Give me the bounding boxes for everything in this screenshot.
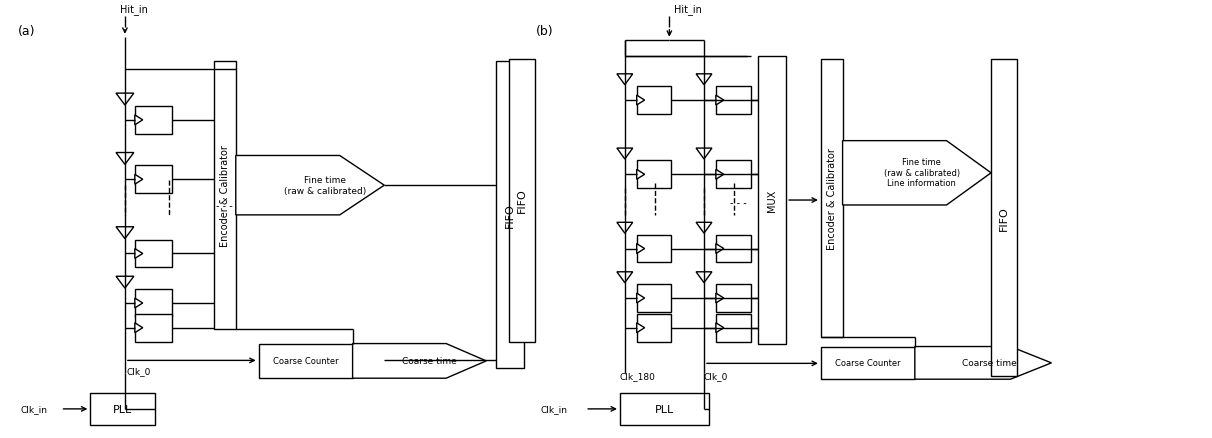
Polygon shape [716, 170, 724, 180]
Polygon shape [716, 96, 724, 106]
Text: Clk_in: Clk_in [21, 404, 48, 413]
Bar [135, 314, 172, 342]
Polygon shape [636, 293, 645, 303]
Text: PLL: PLL [113, 404, 132, 414]
Bar [716, 87, 750, 115]
Text: (a): (a) [18, 25, 35, 38]
Bar [636, 235, 671, 263]
Polygon shape [842, 141, 991, 205]
Text: Clk_in: Clk_in [541, 404, 567, 413]
Bar [496, 62, 524, 368]
Bar [258, 344, 353, 378]
Bar [716, 161, 750, 189]
Text: Encoder & Calibrator: Encoder & Calibrator [827, 148, 836, 249]
Bar [90, 393, 155, 425]
Text: FIFO: FIFO [505, 203, 515, 228]
Polygon shape [696, 272, 711, 283]
Bar [215, 62, 236, 329]
Polygon shape [116, 277, 133, 289]
Polygon shape [617, 74, 633, 85]
Polygon shape [116, 153, 133, 165]
Polygon shape [116, 227, 133, 239]
Text: PLL: PLL [654, 404, 674, 414]
Bar [135, 240, 172, 268]
Text: Clk_0: Clk_0 [704, 371, 728, 381]
Text: FIFO: FIFO [999, 206, 1008, 231]
Polygon shape [696, 149, 711, 159]
Polygon shape [135, 116, 143, 126]
Text: - - -: - - - [216, 201, 233, 211]
Bar [636, 285, 671, 312]
Bar [135, 290, 172, 317]
Polygon shape [617, 149, 633, 159]
Text: (b): (b) [536, 25, 554, 38]
Text: FIFO: FIFO [516, 188, 527, 213]
Bar [759, 57, 787, 344]
Bar [991, 60, 1017, 376]
Bar [821, 347, 915, 379]
Text: Clk_0: Clk_0 [127, 367, 152, 375]
Bar [636, 161, 671, 189]
Bar [619, 393, 709, 425]
Text: - - -: - - - [731, 198, 747, 208]
Bar [821, 60, 842, 337]
Bar [135, 166, 172, 194]
Text: Hit_in: Hit_in [120, 4, 148, 15]
Bar [509, 60, 534, 342]
Text: Coarse Counter: Coarse Counter [835, 359, 901, 367]
Text: Fine time
(raw & calibrated): Fine time (raw & calibrated) [284, 176, 366, 195]
Polygon shape [636, 96, 645, 106]
Polygon shape [636, 170, 645, 180]
Text: MUX: MUX [767, 190, 777, 212]
Polygon shape [915, 347, 1052, 379]
Bar [135, 107, 172, 134]
Bar [716, 285, 750, 312]
Text: Fine time
(raw & calibrated)
Line information: Fine time (raw & calibrated) Line inform… [884, 158, 960, 188]
Text: Encoder & Calibrator: Encoder & Calibrator [219, 145, 230, 247]
Polygon shape [716, 293, 724, 303]
Polygon shape [135, 323, 143, 333]
Polygon shape [716, 323, 724, 333]
Bar [716, 314, 750, 342]
Polygon shape [617, 223, 633, 233]
Text: Coarse time: Coarse time [961, 358, 1017, 367]
Polygon shape [617, 272, 633, 283]
Text: Coarse time: Coarse time [402, 356, 457, 365]
Text: Hit_in: Hit_in [674, 4, 702, 15]
Polygon shape [236, 156, 384, 215]
Polygon shape [353, 344, 486, 378]
Text: Clk_180: Clk_180 [619, 371, 656, 381]
Bar [636, 87, 671, 115]
Text: Coarse Counter: Coarse Counter [273, 357, 338, 366]
Polygon shape [116, 94, 133, 106]
Polygon shape [636, 244, 645, 254]
Polygon shape [696, 223, 711, 233]
Polygon shape [696, 74, 711, 85]
Polygon shape [135, 249, 143, 259]
Bar [636, 314, 671, 342]
Polygon shape [135, 298, 143, 308]
Polygon shape [636, 323, 645, 333]
Polygon shape [135, 175, 143, 185]
Polygon shape [716, 244, 724, 254]
Bar [716, 235, 750, 263]
